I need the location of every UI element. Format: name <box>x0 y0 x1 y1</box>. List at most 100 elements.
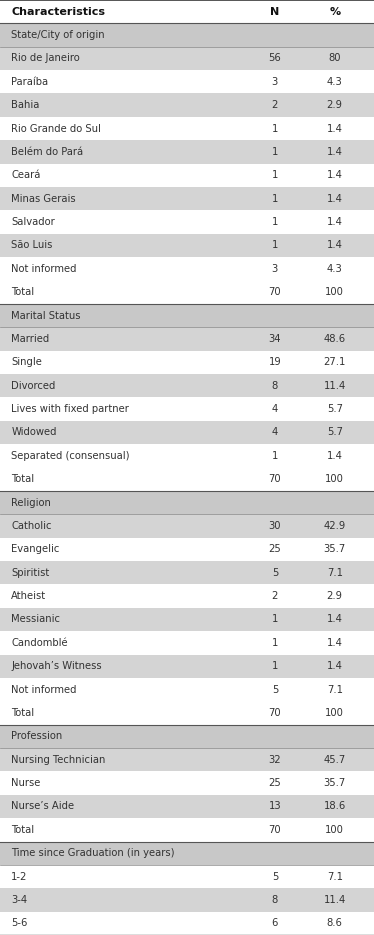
Text: 100: 100 <box>325 825 344 835</box>
Text: 1.4: 1.4 <box>327 451 343 461</box>
Text: Evangelic: Evangelic <box>11 544 59 554</box>
Bar <box>0 584 374 608</box>
Text: Total: Total <box>11 825 34 835</box>
Text: 5.7: 5.7 <box>327 427 343 438</box>
Text: Messianic: Messianic <box>11 614 60 625</box>
Bar <box>0 94 374 117</box>
Text: Divorced: Divorced <box>11 381 56 391</box>
Text: 1: 1 <box>272 123 278 134</box>
Text: Catholic: Catholic <box>11 521 52 531</box>
Text: Jehovah’s Witness: Jehovah’s Witness <box>11 661 102 671</box>
Bar <box>0 374 374 397</box>
Bar <box>0 234 374 257</box>
Text: 5: 5 <box>272 568 278 578</box>
Text: 70: 70 <box>269 287 281 297</box>
Text: 30: 30 <box>269 521 281 531</box>
Text: Profession: Profession <box>11 731 62 741</box>
Text: Characteristics: Characteristics <box>11 7 105 17</box>
Bar <box>0 748 374 771</box>
Text: 70: 70 <box>269 474 281 484</box>
Bar <box>0 444 374 468</box>
Text: 1: 1 <box>272 240 278 251</box>
Text: 4.3: 4.3 <box>327 77 343 87</box>
Text: 100: 100 <box>325 287 344 297</box>
Bar <box>0 257 374 280</box>
Text: 1-2: 1-2 <box>11 871 28 882</box>
Text: 35.7: 35.7 <box>324 544 346 554</box>
Text: 4: 4 <box>272 427 278 438</box>
Text: 1: 1 <box>272 451 278 461</box>
Text: 7.1: 7.1 <box>327 684 343 695</box>
Text: State/City of origin: State/City of origin <box>11 30 105 40</box>
Bar <box>0 23 374 47</box>
Text: 35.7: 35.7 <box>324 778 346 788</box>
Text: 1: 1 <box>272 170 278 180</box>
Text: 45.7: 45.7 <box>324 755 346 765</box>
Bar <box>0 725 374 748</box>
Bar <box>0 351 374 374</box>
Text: 13: 13 <box>269 801 281 812</box>
Text: Marital Status: Marital Status <box>11 310 81 321</box>
Text: 80: 80 <box>328 53 341 64</box>
Bar <box>0 865 374 888</box>
Text: Atheist: Atheist <box>11 591 46 601</box>
Text: Ceará: Ceará <box>11 170 41 180</box>
Text: 100: 100 <box>325 474 344 484</box>
Text: Time since Graduation (in years): Time since Graduation (in years) <box>11 848 175 858</box>
Text: 18.6: 18.6 <box>324 801 346 812</box>
Bar <box>0 795 374 818</box>
Text: 5.7: 5.7 <box>327 404 343 414</box>
Text: 1.4: 1.4 <box>327 661 343 671</box>
Bar <box>0 468 374 491</box>
Bar <box>0 631 374 654</box>
Text: 25: 25 <box>269 778 281 788</box>
Bar <box>0 771 374 795</box>
Text: Paraíba: Paraíba <box>11 77 48 87</box>
Text: 4.3: 4.3 <box>327 264 343 274</box>
Text: São Luis: São Luis <box>11 240 53 251</box>
Text: Total: Total <box>11 708 34 718</box>
Text: 2: 2 <box>272 591 278 601</box>
Text: Single: Single <box>11 357 42 367</box>
Text: 7.1: 7.1 <box>327 871 343 882</box>
Text: 8: 8 <box>272 381 278 391</box>
Text: 25: 25 <box>269 544 281 554</box>
Bar <box>0 140 374 164</box>
Text: 8: 8 <box>272 895 278 905</box>
Text: 1.4: 1.4 <box>327 240 343 251</box>
Text: Nursing Technician: Nursing Technician <box>11 755 105 765</box>
Text: 5: 5 <box>272 684 278 695</box>
Text: 1: 1 <box>272 638 278 648</box>
Text: 19: 19 <box>269 357 281 367</box>
Bar <box>0 117 374 140</box>
Text: Not informed: Not informed <box>11 684 77 695</box>
Text: 1.4: 1.4 <box>327 147 343 157</box>
Bar <box>0 561 374 584</box>
Bar <box>0 187 374 210</box>
Text: 11.4: 11.4 <box>324 381 346 391</box>
Bar <box>0 421 374 444</box>
Text: 70: 70 <box>269 825 281 835</box>
Bar <box>0 327 374 351</box>
Text: 1: 1 <box>272 661 278 671</box>
Bar <box>0 70 374 94</box>
Text: N: N <box>270 7 279 17</box>
Text: 6: 6 <box>272 918 278 928</box>
Bar <box>0 397 374 421</box>
Text: 1.4: 1.4 <box>327 638 343 648</box>
Bar <box>0 608 374 631</box>
Text: 2.9: 2.9 <box>327 591 343 601</box>
Text: 70: 70 <box>269 708 281 718</box>
Text: Salvador: Salvador <box>11 217 55 227</box>
Text: 1.4: 1.4 <box>327 194 343 204</box>
Text: 3-4: 3-4 <box>11 895 27 905</box>
Bar <box>0 280 374 304</box>
Text: Belém do Pará: Belém do Pará <box>11 147 83 157</box>
Text: 11.4: 11.4 <box>324 895 346 905</box>
Bar <box>0 164 374 187</box>
Text: 32: 32 <box>269 755 281 765</box>
Bar <box>0 818 374 842</box>
Text: Total: Total <box>11 287 34 297</box>
Text: 8.6: 8.6 <box>327 918 343 928</box>
Text: 1: 1 <box>272 147 278 157</box>
